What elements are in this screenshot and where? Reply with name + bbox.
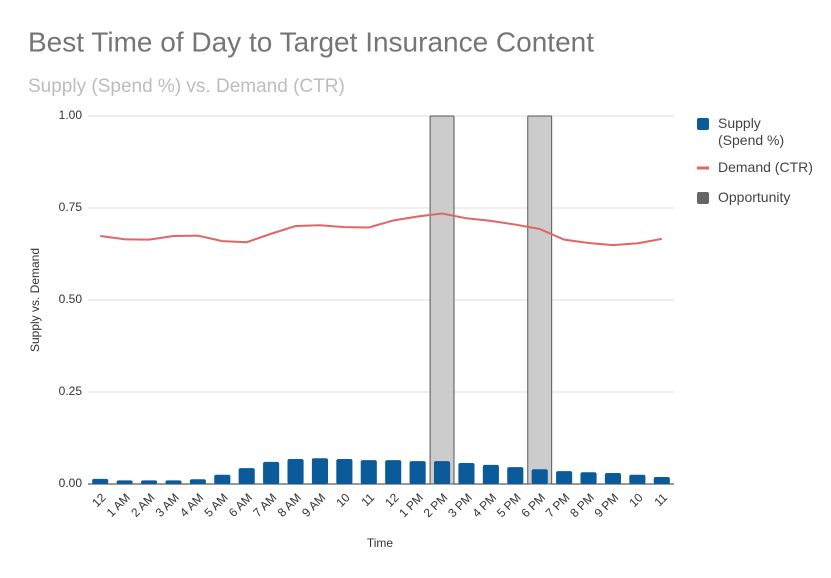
- x-tick-label: 3 AM: [153, 490, 182, 519]
- bar: [263, 461, 280, 484]
- legend-line: Demand (CTR): [718, 159, 813, 175]
- x-tick-label: 7 AM: [250, 490, 279, 519]
- y-tick-label: 0.25: [59, 384, 83, 398]
- bar: [311, 458, 329, 484]
- legend-swatch: [697, 118, 709, 130]
- chart-subtitle: Supply (Spend %) vs. Demand (CTR): [28, 76, 345, 97]
- bar: [429, 115, 455, 485]
- x-tick-label: 5 AM: [201, 490, 230, 519]
- legend-swatch: [697, 192, 709, 204]
- x-tick-label: 4 AM: [177, 490, 206, 519]
- x-tick-label: 11: [358, 490, 377, 509]
- bar: [580, 472, 597, 484]
- bar: [287, 458, 304, 484]
- legend-label: Opportunity: [718, 189, 790, 205]
- legend-line: (Spend %): [718, 132, 784, 148]
- bar: [336, 458, 353, 484]
- x-tick-label: 2 PM: [421, 490, 451, 520]
- bar: [507, 467, 524, 484]
- bar: [92, 478, 109, 484]
- x-tick-label: 6 PM: [518, 490, 548, 520]
- x-tick-label: 11: [651, 490, 670, 509]
- chart-title: Best Time of Day to Target Insurance Con…: [28, 26, 594, 57]
- line: [100, 212, 662, 247]
- bar: [482, 464, 499, 484]
- x-tick-label: 10: [333, 490, 353, 510]
- x-tick-label: 10: [626, 490, 646, 510]
- bar: [360, 460, 377, 484]
- legend-swatch: [697, 166, 709, 170]
- legend-line: Opportunity: [718, 189, 790, 205]
- y-tick-label: 0.75: [59, 200, 83, 214]
- bar: [214, 474, 231, 484]
- legend-line: Supply: [718, 115, 761, 131]
- bar: [604, 472, 622, 484]
- x-tick-label: 3 PM: [445, 490, 475, 520]
- x-tick-label: 2 AM: [128, 490, 157, 519]
- bar: [531, 469, 548, 484]
- bar: [238, 468, 255, 484]
- bar: [409, 461, 426, 484]
- x-tick-label: 8 PM: [567, 490, 597, 520]
- y-axis-label: Supply vs. Demand: [28, 248, 42, 352]
- bar: [527, 115, 553, 485]
- x-tick-label: 9 PM: [592, 490, 622, 520]
- bar: [189, 479, 206, 484]
- legend-label: Demand (CTR): [718, 159, 813, 175]
- x-tick-label: 4 PM: [470, 490, 500, 520]
- bar: [433, 461, 451, 484]
- x-tick-label: 5 PM: [494, 490, 524, 520]
- bar: [653, 477, 670, 484]
- y-tick-label: 1.00: [59, 108, 83, 122]
- x-tick-label: 9 AM: [299, 490, 328, 519]
- bar: [385, 460, 402, 484]
- bar: [629, 474, 646, 484]
- bar: [165, 480, 182, 484]
- bar: [556, 471, 573, 484]
- x-tick-label: 1 PM: [396, 490, 426, 520]
- x-tick-label: 6 AM: [226, 490, 255, 519]
- bar: [140, 480, 158, 484]
- bar: [116, 480, 133, 484]
- x-tick-label: 1 AM: [104, 490, 133, 519]
- y-tick-label: 0.50: [59, 292, 83, 306]
- x-tick-label: 8 AM: [275, 490, 304, 519]
- x-tick-label: 7 PM: [543, 490, 573, 520]
- x-axis-label: Time: [367, 536, 394, 550]
- legend-label: Supply (Spend %): [718, 115, 784, 148]
- y-tick-label: 0.00: [59, 476, 83, 490]
- bar: [458, 463, 475, 484]
